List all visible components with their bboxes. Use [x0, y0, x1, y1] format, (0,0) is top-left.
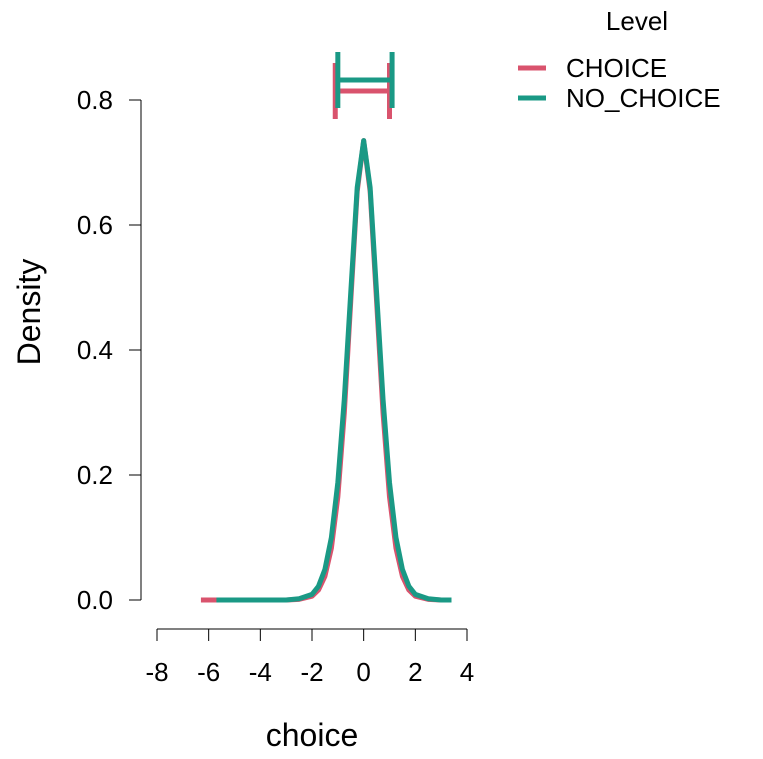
- x-tick-label: 2: [408, 657, 422, 687]
- legend-title: Level: [606, 6, 668, 36]
- y-tick-label: 0.2: [77, 460, 113, 490]
- y-tick-label: 0.6: [77, 210, 113, 240]
- x-tick-label: -2: [300, 657, 323, 687]
- y-tick-label: 0.4: [77, 335, 113, 365]
- y-tick-label: 0.0: [77, 585, 113, 615]
- x-ticks: -8 -6 -4 -2 0 2 4: [145, 629, 474, 687]
- x-tick-label: -8: [145, 657, 168, 687]
- density-curve-choice: [200, 138, 449, 603]
- density-curve-no-choice: [216, 138, 452, 603]
- density-curves: [200, 138, 452, 603]
- x-axis-title: choice: [266, 717, 359, 753]
- y-axis-title: Density: [11, 259, 47, 366]
- axes: 0.0 0.2 0.4 0.6 0.8 -8 -6 -4 -2 0 2 4: [77, 85, 474, 687]
- x-tick-label: 4: [460, 657, 474, 687]
- legend-item-no-choice: NO_CHOICE: [518, 83, 721, 113]
- y-tick-label: 0.8: [77, 85, 113, 115]
- x-tick-label: 0: [356, 657, 370, 687]
- legend-label: CHOICE: [566, 53, 667, 83]
- interval-bar-no-choice: [335, 52, 395, 108]
- x-tick-label: -4: [249, 657, 272, 687]
- legend-item-choice: CHOICE: [518, 53, 667, 83]
- interval-bars: [332, 52, 395, 119]
- legend-label: NO_CHOICE: [566, 83, 721, 113]
- x-tick-label: -6: [197, 657, 220, 687]
- y-ticks: 0.0 0.2 0.4 0.6 0.8: [77, 85, 141, 615]
- interval-bar-choice: [332, 63, 392, 119]
